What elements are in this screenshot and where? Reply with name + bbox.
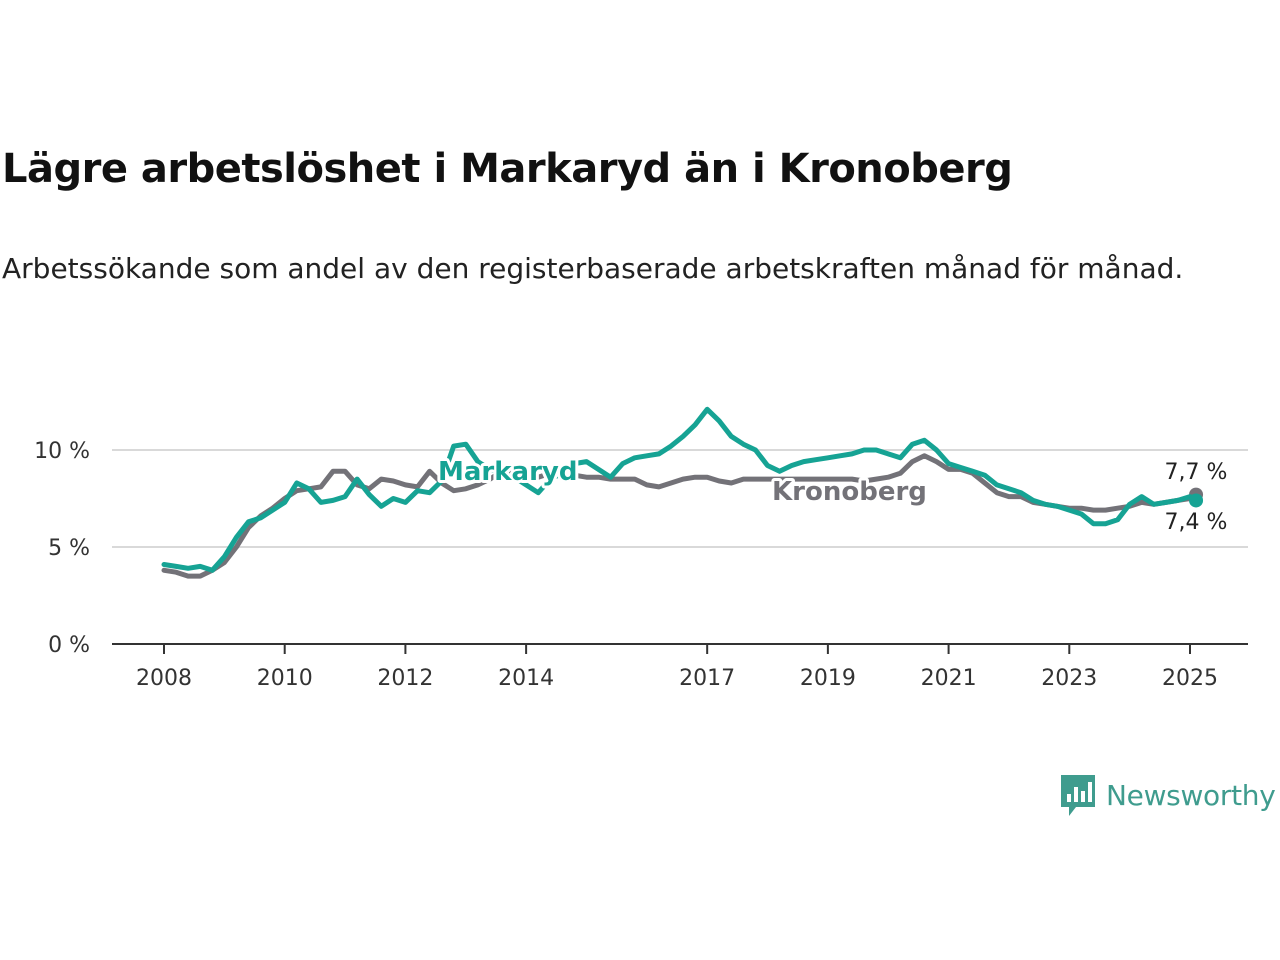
x-axis: 2008 2010 2012 2014 2017 2019 2021 2023 2025 bbox=[112, 643, 1248, 691]
x-tick-label: 2023 bbox=[1041, 666, 1097, 691]
y-tick-label: 10 % bbox=[34, 439, 90, 464]
x-tick-label: 2010 bbox=[257, 666, 313, 691]
end-point-markaryd bbox=[1189, 493, 1204, 508]
x-tick-label: 2021 bbox=[921, 666, 977, 691]
x-tick-label: 2025 bbox=[1162, 666, 1218, 691]
series-lines bbox=[161, 406, 1204, 579]
x-tick-label: 2019 bbox=[800, 666, 856, 691]
end-value-markaryd: 7,4 % bbox=[1165, 510, 1228, 535]
chart-subtitle: Arbetssökande som andel av den registerb… bbox=[2, 252, 1184, 285]
x-tick-label: 2017 bbox=[679, 666, 735, 691]
series-labels: Markaryd Kronoberg 7,7 % 7,4 % bbox=[435, 454, 1228, 535]
grid-lines bbox=[112, 449, 1248, 548]
y-axis-ticks: 0 % 5 % 10 % bbox=[34, 439, 90, 658]
x-tick-label: 2012 bbox=[377, 666, 433, 691]
newsworthy-logo-icon bbox=[1061, 775, 1095, 816]
y-tick-label: 5 % bbox=[48, 536, 90, 561]
brand-name: Newsworthy bbox=[1106, 778, 1276, 812]
series-line-kronoberg bbox=[161, 453, 1199, 579]
series-label-markaryd: Markaryd bbox=[438, 457, 577, 487]
newsworthy-brand: Newsworthy bbox=[1058, 772, 1276, 818]
x-tick-label: 2014 bbox=[498, 666, 554, 691]
end-value-kronoberg: 7,7 % bbox=[1165, 460, 1228, 485]
line-chart: 0 %5 %10 % 2008 2010 2012 2014 2017 2019 2021 2… bbox=[34, 406, 1248, 691]
chart-title: Lägre arbetslöshet i Markaryd än i Krono… bbox=[2, 146, 1013, 192]
x-tick-label: 2008 bbox=[136, 666, 192, 691]
series-line-markaryd bbox=[161, 406, 1199, 573]
y-tick-label: 0 % bbox=[48, 633, 90, 658]
series-label-kronoberg: Kronoberg bbox=[772, 477, 927, 507]
